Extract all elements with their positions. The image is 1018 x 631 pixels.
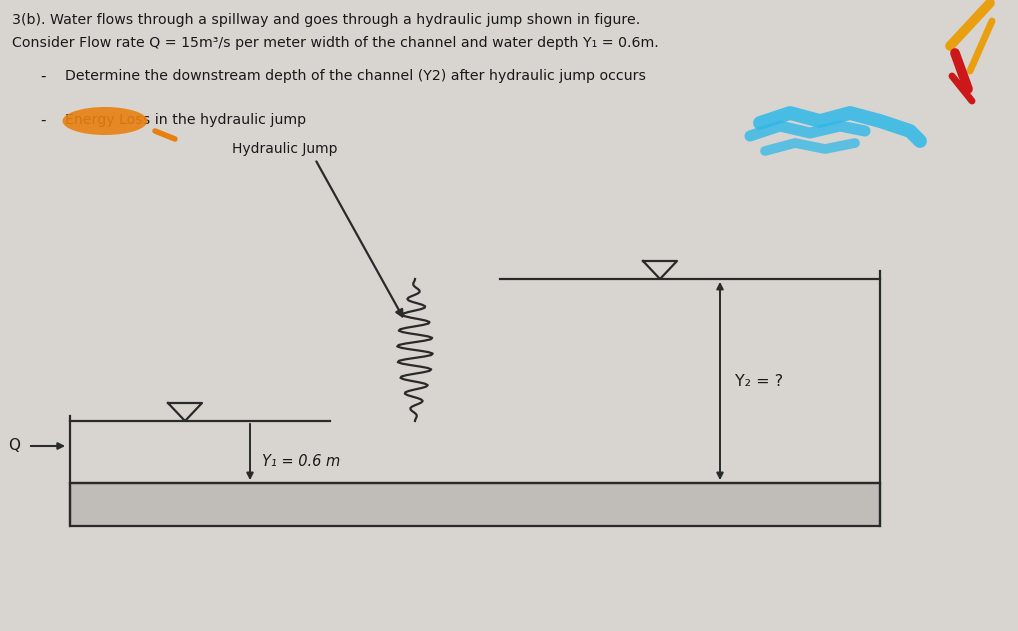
Text: Determine the downstream depth of the channel (Y2) after hydraulic jump occurs: Determine the downstream depth of the ch…	[65, 69, 646, 83]
Text: 3(b). Water flows through a spillway and goes through a hydraulic jump shown in : 3(b). Water flows through a spillway and…	[12, 13, 640, 27]
Text: Q: Q	[8, 439, 20, 454]
Text: Y₂ = ?: Y₂ = ?	[735, 374, 783, 389]
Text: Y₁ = 0.6 m: Y₁ = 0.6 m	[262, 454, 340, 469]
Text: Consider Flow rate Q = 15m³/s per meter width of the channel and water depth Y₁ : Consider Flow rate Q = 15m³/s per meter …	[12, 36, 659, 50]
Text: Energy Loss in the hydraulic jump: Energy Loss in the hydraulic jump	[65, 113, 306, 127]
Text: -: -	[40, 113, 46, 128]
Text: Hydraulic Jump: Hydraulic Jump	[232, 142, 338, 156]
FancyBboxPatch shape	[70, 483, 880, 526]
Ellipse shape	[62, 107, 148, 135]
Text: -: -	[40, 69, 46, 84]
